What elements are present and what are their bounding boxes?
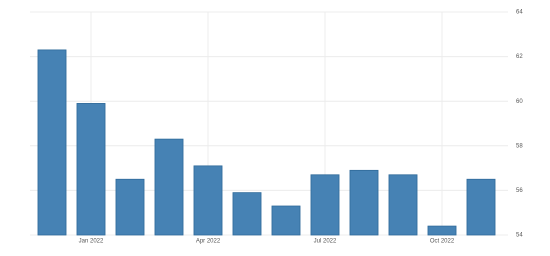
x-tick-label: Jul 2022 — [314, 239, 337, 245]
bar — [154, 138, 184, 236]
y-tick-label: 64 — [516, 10, 523, 16]
y-tick-label: 56 — [516, 188, 523, 194]
bar — [271, 205, 301, 236]
bar — [76, 103, 106, 236]
bar — [466, 178, 496, 236]
x-tick-label: Oct 2022 — [430, 239, 455, 245]
bar — [310, 174, 340, 236]
bar — [388, 174, 418, 236]
bar — [232, 192, 262, 236]
bar — [37, 49, 67, 236]
y-tick-label: 60 — [516, 99, 523, 105]
bar — [349, 169, 379, 236]
bar — [115, 178, 145, 236]
bar — [427, 225, 457, 236]
x-tick-label: Apr 2022 — [196, 239, 221, 245]
x-tick-label: Jan 2022 — [79, 239, 104, 245]
y-tick-label: 58 — [516, 143, 523, 149]
y-tick-label: 54 — [516, 233, 523, 239]
bar — [193, 165, 223, 236]
y-tick-label: 62 — [516, 54, 523, 60]
